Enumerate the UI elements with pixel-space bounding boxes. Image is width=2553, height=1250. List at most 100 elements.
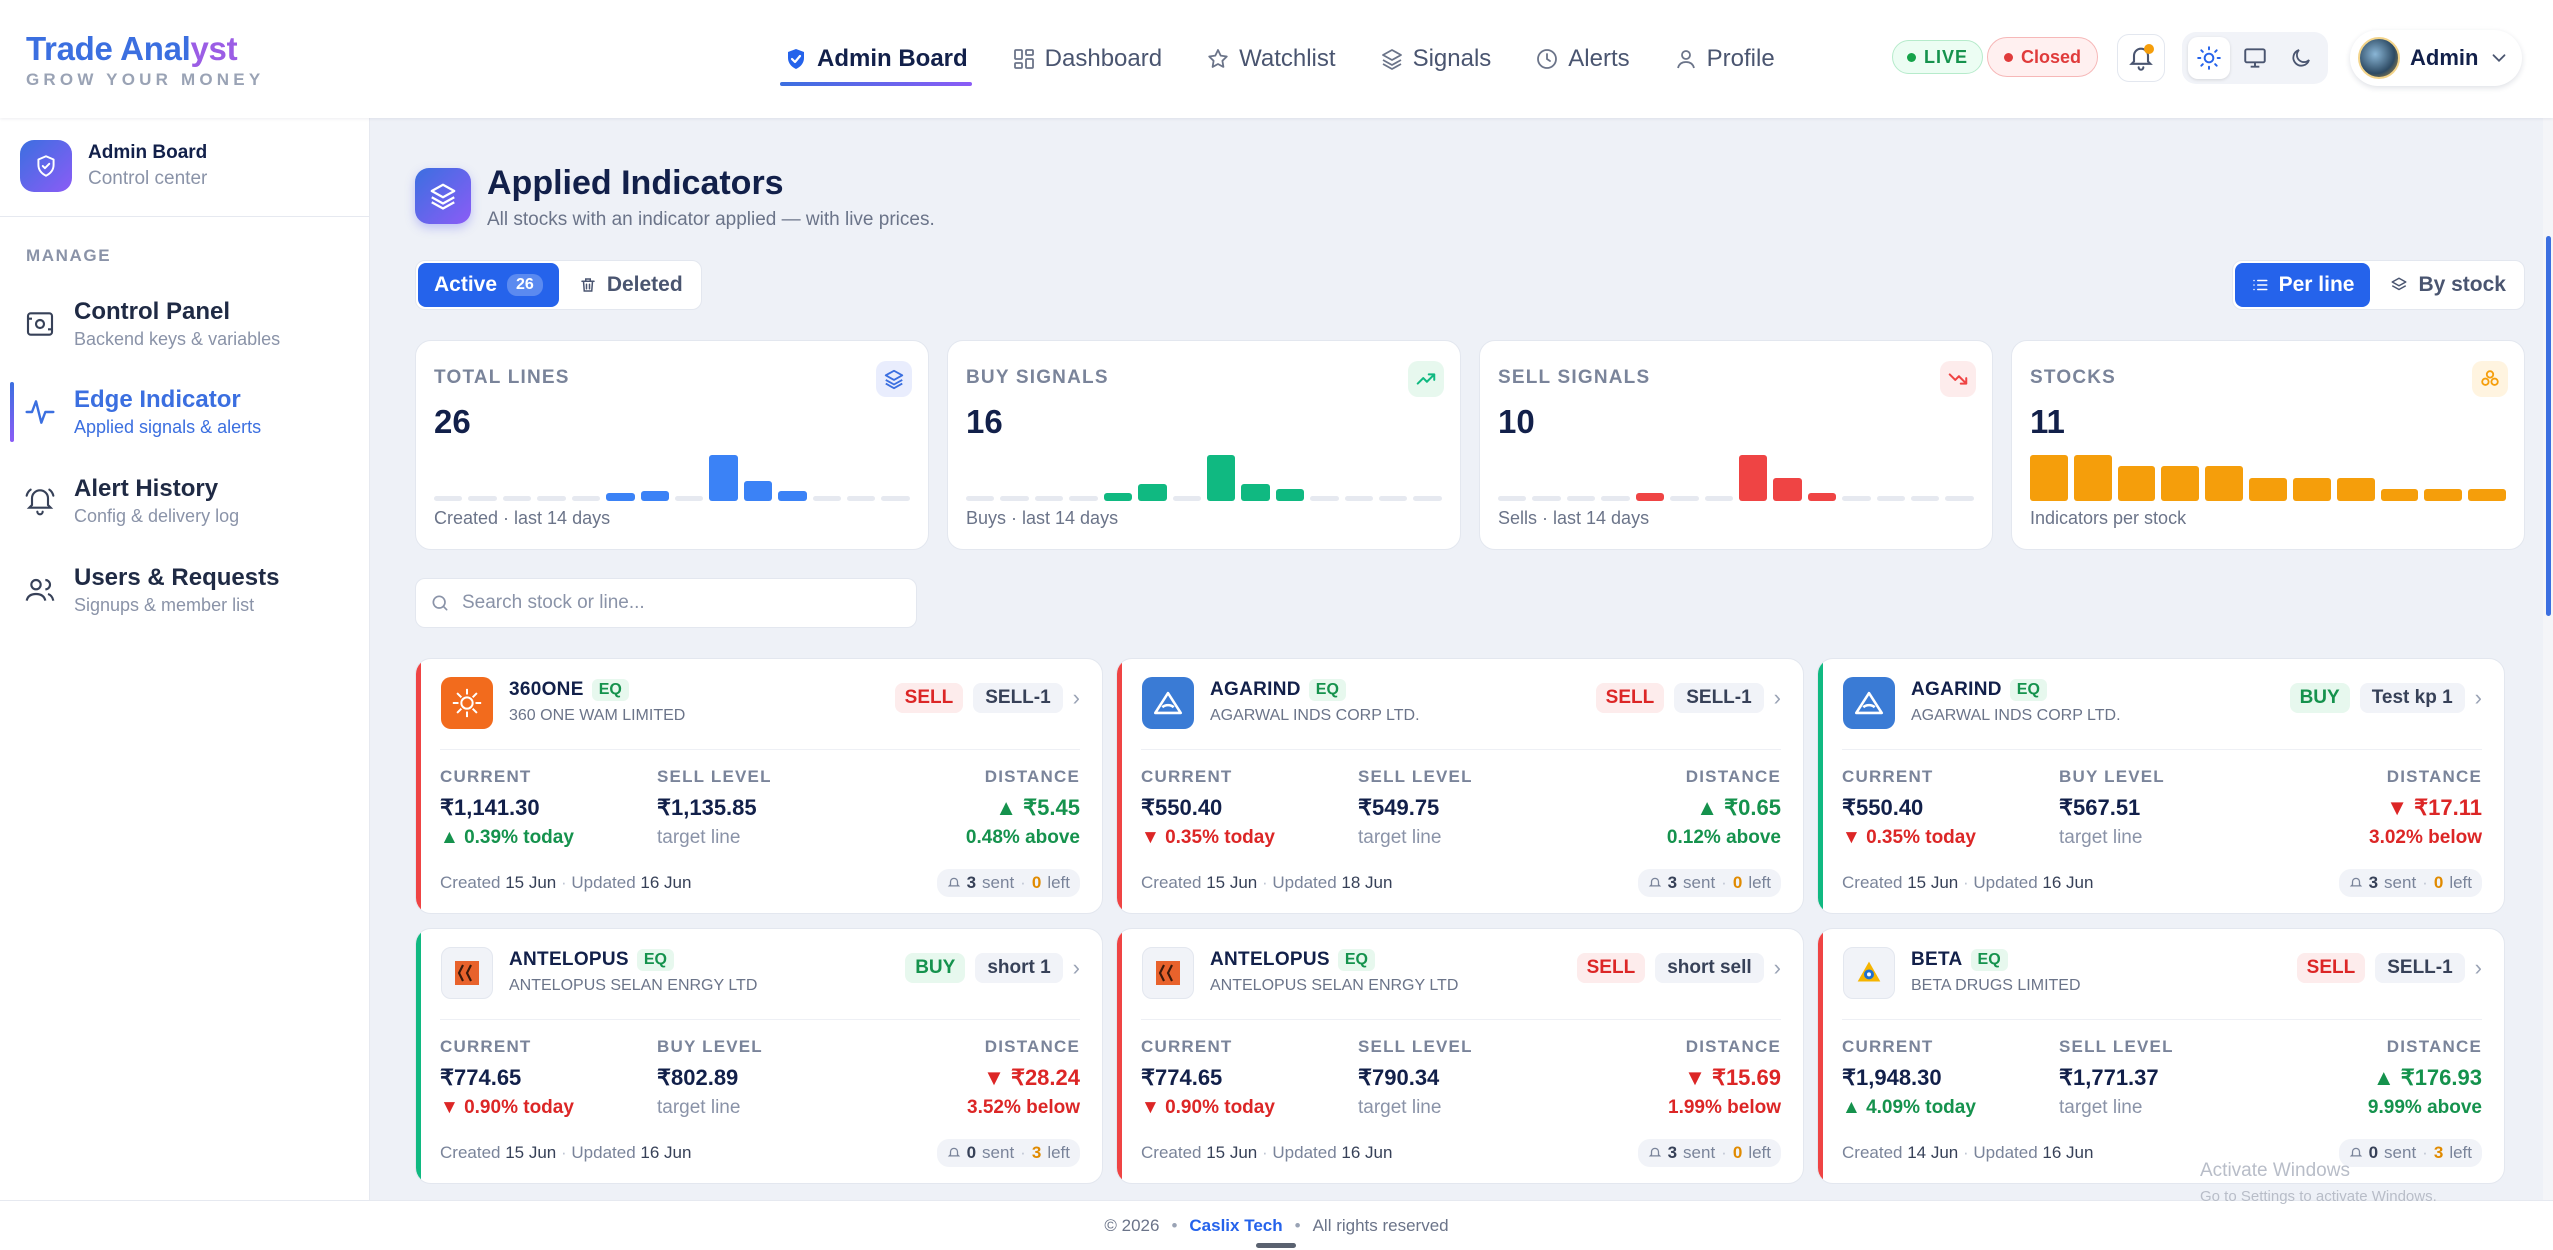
kpi-bar — [468, 496, 497, 501]
sidebar-item-control-panel[interactable]: Control Panel Backend keys & variables — [10, 286, 360, 362]
field-label: DISTANCE — [984, 767, 1080, 786]
footer-brand-link[interactable]: Caslix Tech — [1189, 1215, 1283, 1235]
current-price: ₹774.65 — [1141, 1065, 1223, 1090]
nav-watchlist[interactable]: Watchlist — [1202, 0, 1339, 118]
app-logo[interactable]: Trade Analyst GROW YOUR MONEY — [26, 30, 264, 90]
field-label: SELL LEVEL — [2059, 1037, 2174, 1056]
system-theme-button[interactable] — [2234, 37, 2276, 79]
chevron-right-icon[interactable]: › — [1072, 685, 1080, 710]
created-label: Created — [1842, 873, 1903, 892]
distance-value: ▼ ₹28.24 — [983, 1065, 1080, 1090]
distance-percent: 0.48% above — [965, 827, 1080, 848]
updated-date: 16 Jun — [1341, 1143, 1393, 1162]
level-block: SELL LEVEL ₹790.34 target line — [1358, 1037, 1473, 1119]
day-change: ▼ 0.35% today — [1842, 827, 1976, 848]
kpi-bar — [847, 496, 876, 501]
signal-accent-bar — [1117, 929, 1122, 1183]
watermark-line: Activate Windows — [2200, 1160, 2350, 1181]
control-panel-icon — [26, 312, 54, 336]
dark-theme-button[interactable] — [2280, 37, 2322, 79]
card-actions: SELL SELL-1 › — [894, 683, 1080, 713]
grid-icon — [1013, 49, 1034, 69]
chevron-right-icon[interactable]: › — [2474, 955, 2482, 980]
nav-profile[interactable]: Profile — [1670, 0, 1779, 118]
tab-active[interactable]: Active 26 — [418, 263, 559, 307]
sent-label: sent — [2384, 1143, 2417, 1162]
left-count: 3 — [2433, 1143, 2444, 1162]
page-subtitle: All stocks with an indicator applied — w… — [487, 209, 935, 230]
layers-icon — [1381, 49, 1402, 70]
updated-date: 16 Jun — [640, 873, 692, 892]
bell-icon — [947, 877, 960, 887]
chevron-right-icon[interactable]: › — [2474, 685, 2482, 710]
sent-count: 3 — [1667, 873, 1678, 892]
light-theme-button[interactable] — [2188, 37, 2230, 79]
indicator-card[interactable]: BETA EQ BETA DRUGS LIMITED SELL SELL-1 › CURRE… — [1817, 928, 2505, 1184]
line-name-badge: SELL-1 — [1674, 683, 1764, 713]
field-label: DISTANCE — [984, 1037, 1080, 1056]
kpi-bar — [640, 491, 669, 501]
per-line-button[interactable]: Per line — [2234, 263, 2371, 307]
kpi-bar — [1566, 496, 1596, 501]
nav-admin-board[interactable]: Admin Board — [780, 0, 972, 118]
indicator-card[interactable]: AGARIND EQ AGARWAL INDS CORP LTD. SELL SELL-… — [1116, 658, 1804, 914]
scrollbar-thumb[interactable] — [2546, 236, 2551, 616]
level-price: ₹549.75 — [1358, 795, 1440, 820]
scrollbar-track[interactable] — [2543, 118, 2553, 1200]
main-content: Applied Indicators All stocks with an in… — [370, 118, 2553, 1200]
user-menu-button[interactable]: Admin — [2350, 30, 2522, 86]
distance-block: DISTANCE ▼ ₹15.69 1.99% below — [1668, 1037, 1781, 1119]
by-stock-button[interactable]: By stock — [2374, 263, 2522, 307]
kpi-bar — [881, 496, 910, 501]
indicator-card[interactable]: 360ONE EQ 360 ONE WAM LIMITED SELL SELL-1 › CU… — [415, 658, 1103, 914]
stock-symbol: AGARIND — [1210, 679, 1301, 700]
created-date: 15 Jun — [505, 1143, 557, 1162]
left-count: 3 — [1031, 1143, 1042, 1162]
tab-label: Active — [434, 273, 498, 296]
indicator-card[interactable]: AGARIND EQ AGARWAL INDS CORP LTD. BUY Test k… — [1817, 658, 2505, 914]
search-input[interactable] — [462, 592, 902, 614]
sent-label: sent — [982, 873, 1015, 892]
level-block: SELL LEVEL ₹1,771.37 target line — [2059, 1037, 2174, 1119]
field-label: BUY LEVEL — [657, 1037, 763, 1056]
kpi-bar — [2424, 489, 2463, 501]
kpi-bar — [966, 496, 995, 501]
chevron-right-icon[interactable]: › — [1773, 685, 1781, 710]
distance-block: DISTANCE ▲ ₹0.65 0.12% above — [1667, 767, 1781, 849]
tab-deleted[interactable]: Deleted — [563, 263, 699, 307]
nav-alerts[interactable]: Alerts — [1531, 0, 1633, 118]
nav-signals[interactable]: Signals — [1376, 0, 1496, 118]
distance-value: ▼ ₹17.11 — [2386, 795, 2482, 820]
nav-dashboard[interactable]: Dashboard — [1008, 0, 1166, 118]
kpi-bar — [1000, 496, 1029, 501]
resize-handle[interactable] — [1256, 1243, 1296, 1248]
kpi-value: 26 — [434, 403, 471, 440]
kpi-bar — [606, 493, 635, 501]
indicator-card[interactable]: ANTELOPUS EQ ANTELOPUS SELAN ENRGY LTD SELL… — [1116, 928, 1804, 1184]
nav-label: Alerts — [1568, 45, 1630, 72]
notifications-button[interactable] — [2117, 34, 2165, 82]
chevron-right-icon[interactable]: › — [1773, 955, 1781, 980]
live-label: LIVE — [1924, 46, 1969, 67]
sidebar-item-sub: Backend keys & variables — [74, 329, 281, 349]
chevron-right-icon[interactable]: › — [1072, 955, 1080, 980]
company-name: AGARWAL INDS CORP LTD. — [1911, 707, 2121, 724]
updated-label: Updated — [571, 873, 636, 892]
indicator-card[interactable]: ANTELOPUS EQ ANTELOPUS SELAN ENRGY LTD BUY s… — [415, 928, 1103, 1184]
kpi-sparkbars — [434, 441, 910, 501]
sidebar-item-alert-history[interactable]: Alert History Config & delivery log — [10, 463, 360, 539]
sent-count: 3 — [966, 873, 977, 892]
user-icon — [1676, 50, 1695, 69]
level-price: ₹1,771.37 — [2059, 1065, 2159, 1090]
line-name-badge: SELL-1 — [2375, 953, 2465, 983]
kpi-row: TOTAL LINES 26 Created · last 14 days BU… — [415, 340, 2525, 550]
sidebar-item-edge-indicator[interactable]: Edge Indicator Applied signals & alerts — [10, 374, 360, 450]
sidebar-item-users[interactable]: Users & Requests Signups & member list — [10, 552, 360, 628]
kpi-bar — [1842, 496, 1871, 501]
app-tagline: GROW YOUR MONEY — [26, 70, 265, 89]
stock-symbol-row: ANTELOPUS EQ — [509, 949, 674, 971]
signal-badge: BUY — [905, 953, 966, 983]
kpi-value: 11 — [2030, 403, 2065, 440]
created-label: Created — [1141, 873, 1202, 892]
button-label: By stock — [2418, 273, 2506, 296]
